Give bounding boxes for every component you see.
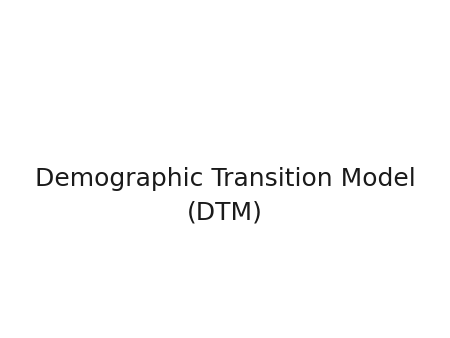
Text: Demographic Transition Model
(DTM): Demographic Transition Model (DTM) <box>35 167 415 225</box>
